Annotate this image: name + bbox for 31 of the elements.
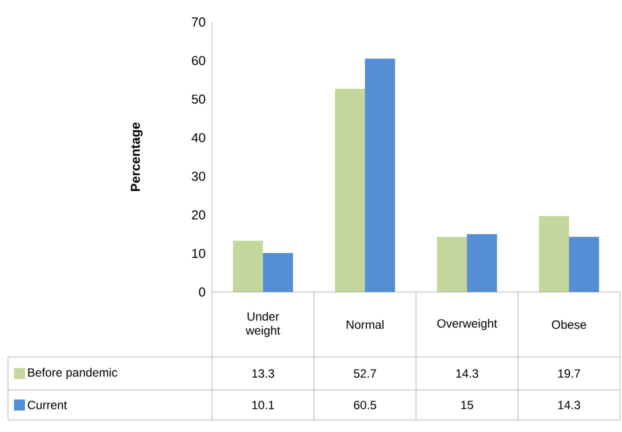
data-label: 14.3 [456, 369, 478, 378]
y-tick-label: 60 [192, 56, 206, 66]
bar [539, 216, 570, 292]
bar [335, 88, 366, 292]
data-label: 15 [461, 400, 474, 410]
data-label: 10.1 [252, 400, 274, 410]
data-label: 52.7 [354, 369, 376, 378]
data-label: 13.3 [252, 369, 274, 378]
data-label: 14.3 [558, 400, 580, 410]
bar [467, 234, 498, 292]
bar [365, 58, 396, 292]
y-tick-label: 20 [192, 210, 206, 220]
y-tick-label: 30 [192, 172, 206, 181]
bar [233, 240, 264, 292]
x-tick-label: Overweight [437, 318, 498, 330]
y-tick-label: 50 [192, 94, 206, 104]
y-tick-label: 10 [192, 248, 206, 258]
x-tick-label: Normal [346, 320, 384, 329]
y-tick-label: 70 [192, 17, 206, 27]
bar [569, 236, 600, 292]
x-tick-label: Under weight [246, 312, 280, 338]
legend-label: Current [28, 400, 67, 410]
y-tick-label: 0 [198, 287, 206, 297]
y-axis-title: Percentage [130, 122, 143, 192]
legend-label: Before pandemic [28, 368, 118, 380]
x-tick-label: Obese [552, 320, 586, 329]
y-tick-label: 40 [192, 133, 206, 142]
bar [263, 253, 294, 292]
bar [437, 236, 468, 292]
data-label: 19.7 [558, 369, 580, 378]
data-label: 60.5 [354, 400, 376, 410]
